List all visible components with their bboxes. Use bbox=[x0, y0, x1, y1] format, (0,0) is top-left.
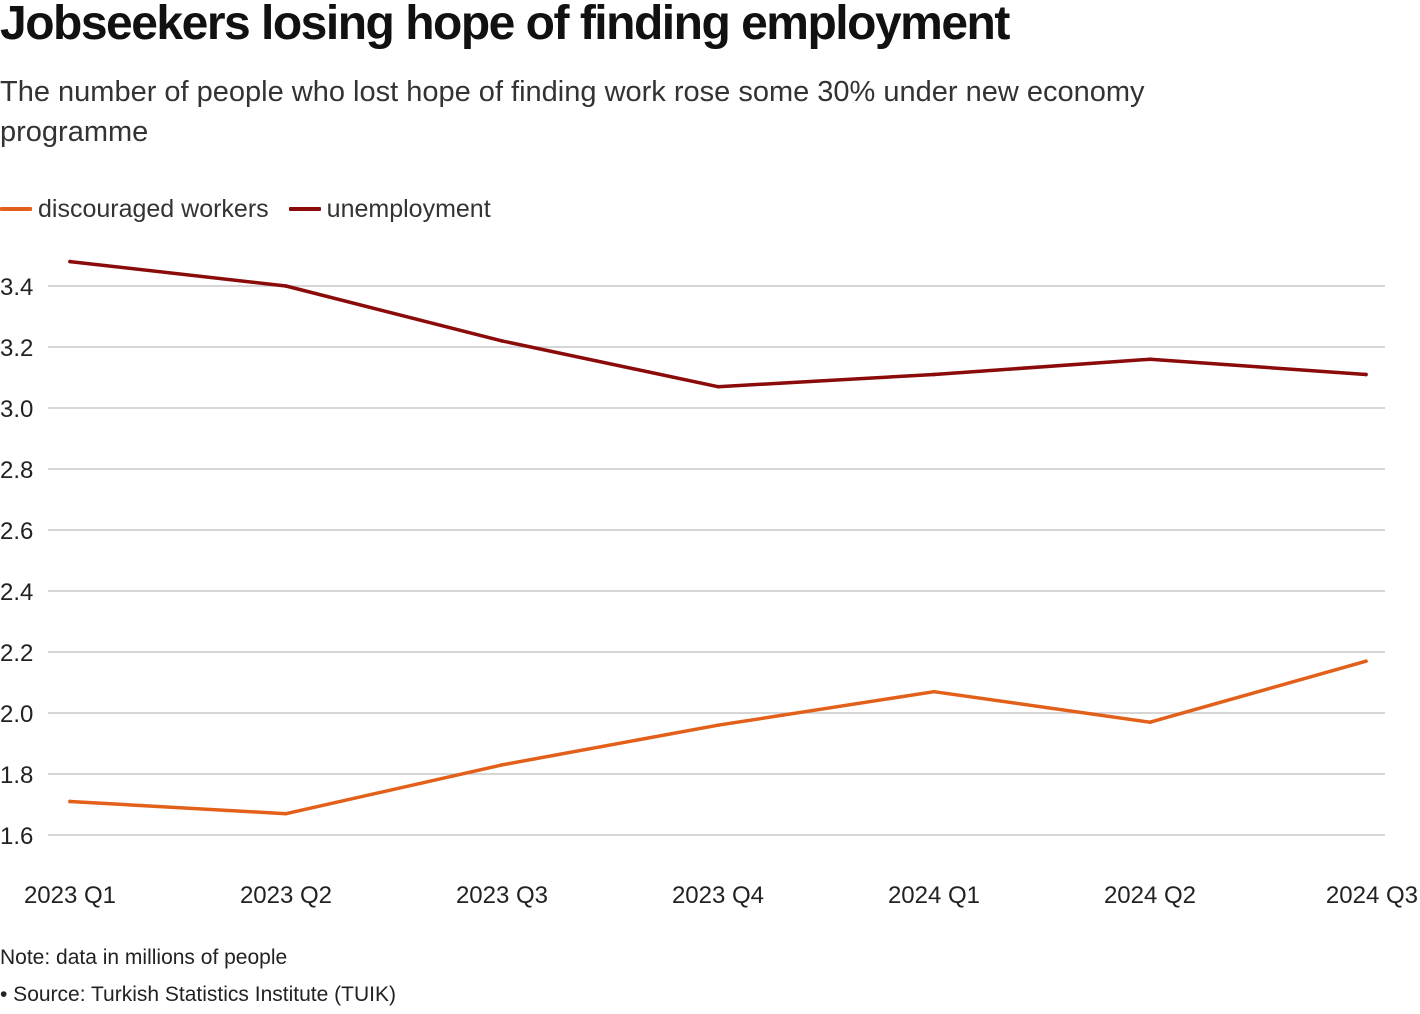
data-point-unemployment bbox=[932, 372, 936, 377]
legend-item-discouraged-workers: discouraged workers bbox=[0, 195, 269, 224]
y-axis-ticks: 1.6 1.8 2.0 2.2 2.4 2.6 2.8 3.0 3.2 3.4 bbox=[0, 274, 33, 850]
data-point-discouraged-workers bbox=[716, 723, 720, 727]
x-tick-label: 2024 Q2 bbox=[1104, 882, 1196, 909]
y-tick-label: 2.0 bbox=[0, 701, 33, 728]
data-point-unemployment bbox=[500, 339, 504, 343]
legend-swatch-discouraged-workers bbox=[0, 207, 32, 211]
data-point-discouraged-workers bbox=[932, 689, 936, 694]
legend-label-discouraged-workers: discouraged workers bbox=[38, 194, 269, 223]
x-tick-label: 2024 Q3 bbox=[1326, 882, 1418, 909]
data-point-discouraged-workers bbox=[1364, 659, 1368, 663]
series-line-unemployment bbox=[68, 259, 1368, 389]
data-point-unemployment bbox=[1364, 372, 1368, 377]
y-tick-label: 1.6 bbox=[0, 823, 33, 850]
data-point-unemployment bbox=[1148, 357, 1152, 362]
x-tick-label: 2023 Q3 bbox=[456, 882, 548, 909]
legend-label-unemployment: unemployment bbox=[326, 194, 491, 223]
y-tick-label: 3.4 bbox=[0, 274, 33, 301]
y-tick-label: 2.4 bbox=[0, 579, 33, 606]
legend-swatch-unemployment bbox=[288, 207, 321, 211]
footnote-source: • Source: Turkish Statistics Institute (… bbox=[0, 983, 396, 1006]
y-tick-label: 1.8 bbox=[0, 762, 33, 789]
footnote-note: Note: data in millions of people bbox=[0, 946, 288, 969]
chart-subtitle: The number of people who lost hope of fi… bbox=[0, 76, 1145, 148]
chart-title: Jobseekers losing hope of finding employ… bbox=[0, 0, 1010, 50]
data-point-unemployment bbox=[716, 384, 720, 389]
x-tick-label: 2023 Q4 bbox=[672, 882, 764, 909]
x-axis-ticks: 2023 Q1 2023 Q2 2023 Q3 2023 Q4 2024 Q1 2024 … bbox=[24, 882, 1418, 909]
legend: discouraged workers unemployment bbox=[0, 192, 511, 226]
data-point-unemployment bbox=[68, 259, 72, 264]
y-tick-label: 2.6 bbox=[0, 518, 33, 545]
data-point-unemployment bbox=[284, 284, 288, 288]
series-line-discouraged-workers bbox=[68, 659, 1368, 816]
y-tick-label: 2.2 bbox=[0, 640, 33, 667]
line-chart: 1.61.82.02.22.42.62.83.03.23.4 2023 Q1 20… bbox=[0, 259, 1418, 909]
y-tick-label: 3.2 bbox=[0, 335, 33, 362]
y-tick-label: 2.8 bbox=[0, 457, 33, 484]
x-tick-label: 2023 Q1 bbox=[24, 882, 116, 909]
y-tick-label: 3.0 bbox=[0, 396, 33, 423]
data-point-discouraged-workers bbox=[1148, 720, 1152, 724]
gridlines bbox=[48, 285, 1385, 836]
data-point-discouraged-workers bbox=[500, 763, 504, 767]
x-tick-label: 2024 Q1 bbox=[888, 882, 980, 909]
data-point-discouraged-workers bbox=[284, 811, 288, 816]
data-point-discouraged-workers bbox=[68, 799, 72, 804]
series-lines bbox=[68, 259, 1368, 816]
x-tick-label: 2023 Q2 bbox=[240, 882, 332, 909]
legend-item-unemployment: unemployment bbox=[288, 194, 491, 224]
